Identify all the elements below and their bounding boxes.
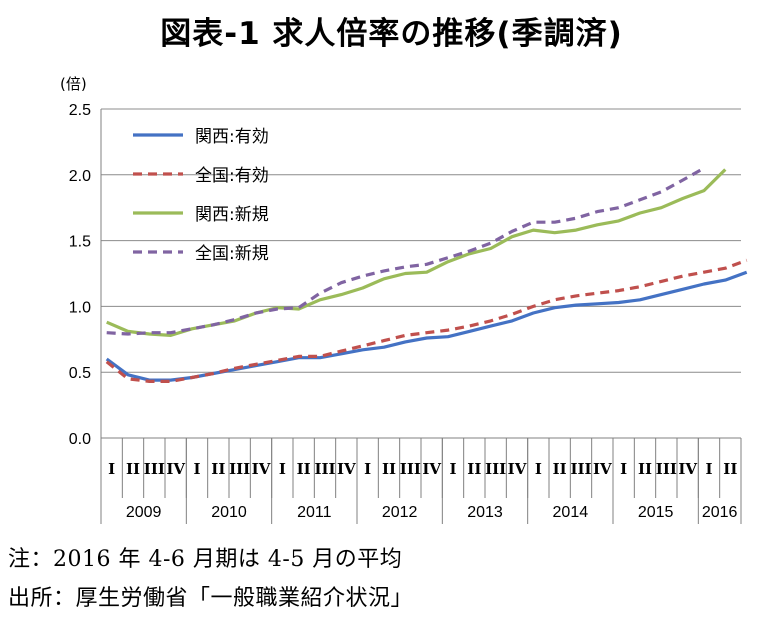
- y-axis-label: (倍): [60, 75, 87, 93]
- series-lines: [105, 166, 748, 383]
- x-quarter-label: III: [485, 460, 506, 478]
- x-quarter-label: III: [229, 460, 250, 478]
- y-tick-label: 0.5: [69, 365, 91, 382]
- legend-label: 全国:有効: [195, 166, 269, 186]
- x-quarter-label: I: [535, 460, 542, 478]
- legend-label: 全国:新規: [195, 244, 269, 264]
- x-quarter-label: I: [620, 460, 627, 478]
- x-quarter-label: II: [382, 460, 396, 478]
- x-quarter-label: III: [314, 460, 335, 478]
- legend-label: 関西:有効: [195, 127, 269, 147]
- line-chart: 0.00.51.01.52.02.5(倍) I II III IV I II III IV I I…: [60, 75, 748, 524]
- x-quarter-label: II: [638, 460, 652, 478]
- series-line: [106, 168, 727, 337]
- x-quarter-label: II: [211, 460, 225, 478]
- x-quarter-label: I: [279, 460, 286, 478]
- x-quarter-label: I: [193, 460, 200, 478]
- x-quarter-label: III: [656, 460, 677, 478]
- x-quarter-label: I: [449, 460, 456, 478]
- chart-title: 図表-1 求人倍率の推移(季調済): [160, 16, 623, 52]
- legend-label: 関西:新規: [195, 205, 269, 225]
- x-quarter-label: III: [144, 460, 165, 478]
- x-year-label: 2013: [467, 504, 503, 521]
- y-tick-label: 1.5: [69, 234, 91, 251]
- x-year-label: 2012: [382, 504, 418, 521]
- x-quarter-label: I: [108, 460, 115, 478]
- y-axis: 0.0 0.5 1.0 1.5 2.0 2.5 (倍): [60, 75, 102, 448]
- series-line: [105, 258, 748, 383]
- y-tick-label: 2.0: [69, 168, 91, 185]
- x-year-label: 2015: [638, 504, 674, 521]
- y-tick-label: 2.5: [69, 102, 91, 119]
- y-tick-label: 1.0: [69, 299, 91, 316]
- x-quarter-label: II: [467, 460, 481, 478]
- x-quarter-label: IV: [166, 460, 185, 478]
- x-quarter-label: I: [364, 460, 371, 478]
- x-quarter-label: IV: [337, 460, 356, 478]
- x-quarter-label: III: [570, 460, 591, 478]
- x-year-label: 2009: [126, 504, 162, 521]
- x-quarter-label: II: [126, 460, 140, 478]
- x-quarter-label: IV: [422, 460, 441, 478]
- y-tick-label: 0.0: [69, 431, 91, 448]
- x-year-label: 2011: [297, 504, 332, 521]
- x-quarter-label: III: [400, 460, 421, 478]
- x-year-label: 2014: [553, 504, 589, 521]
- x-year-label: 2016: [702, 504, 738, 521]
- x-quarter-label: IV: [252, 460, 271, 478]
- source-note: 出所：厚生労働省「一般職業紹介状況」: [8, 586, 414, 611]
- x-quarter-label: IV: [508, 460, 527, 478]
- x-quarter-label: II: [723, 460, 737, 478]
- x-quarter-label: I: [705, 460, 712, 478]
- x-year-label: 2010: [211, 504, 247, 521]
- x-axis: I II III IV I II III IV I II III IV I II III IV I II III IV…: [100, 438, 742, 524]
- x-quarter-label: II: [553, 460, 567, 478]
- footnote: 注：2016 年 4-6 月期は 4-5 月の平均: [8, 547, 403, 572]
- x-quarter-label: IV: [678, 460, 697, 478]
- x-quarter-label: II: [297, 460, 311, 478]
- x-quarter-label: IV: [593, 460, 612, 478]
